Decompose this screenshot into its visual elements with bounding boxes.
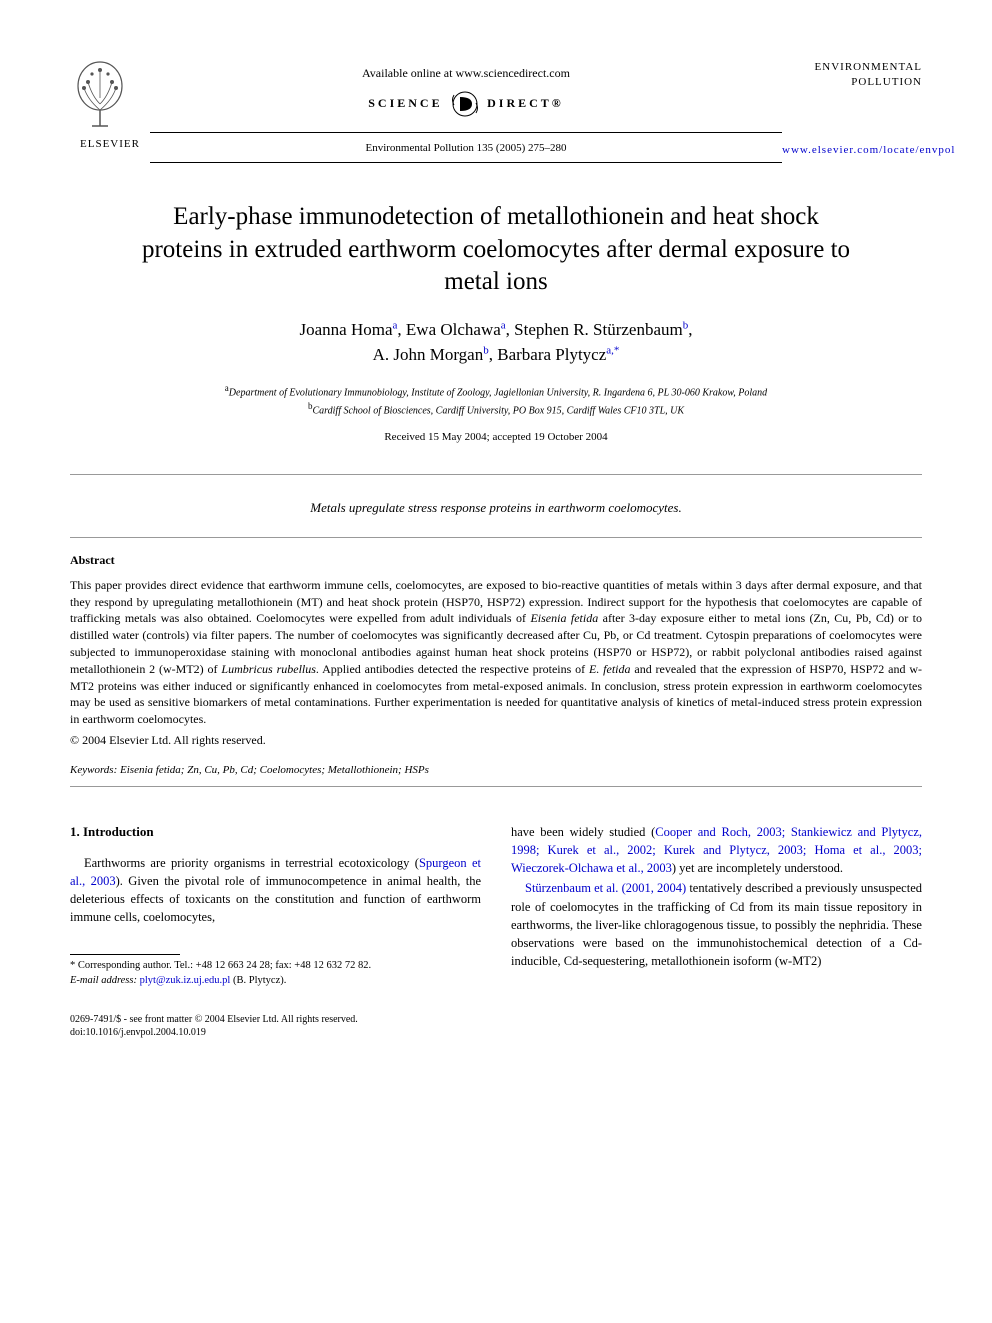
sd-left: SCIENCE [368,96,442,110]
abstract-heading: Abstract [70,552,922,569]
elsevier-label: ELSEVIER [70,137,150,152]
article-title: Early-phase immunodetection of metalloth… [130,201,862,299]
keywords-line: Keywords: Eisenia fetida; Zn, Cu, Pb, Cd… [70,763,922,778]
species-name: Eisenia fetida [530,611,598,625]
sep: , Stephen R. Stürzenbaum [506,320,683,339]
header-rule-bottom [150,162,782,163]
elsevier-logo-block: ELSEVIER [70,60,150,153]
left-column: 1. Introduction Earthworms are priority … [70,823,481,989]
journal-reference: Environmental Pollution 135 (2005) 275–2… [150,141,782,156]
corresponding-mark[interactable]: * [614,345,620,357]
intro-paragraph: Stürzenbaum et al. (2001, 2004) tentativ… [511,879,922,970]
author-5-aff[interactable]: a, [606,345,614,357]
divider [70,786,922,787]
intro-text: ) yet are incompletely understood. [672,861,843,875]
divider [70,474,922,475]
elsevier-tree-icon [70,60,130,130]
author-1: Joanna Homa [300,320,393,339]
intro-text: ). Given the pivotal role of immunocompe… [70,874,481,924]
abstract-text: . Applied antibodies detected the respec… [316,662,589,676]
email-label: E-mail address: [70,975,137,986]
body-columns: 1. Introduction Earthworms are priority … [70,823,922,989]
footer-block: 0269-7491/$ - see front matter © 2004 El… [70,1013,922,1039]
species-name: E. fetida [589,662,631,676]
sep: , Barbara Plytycz [489,345,607,364]
journal-name-line1: ENVIRONMENTAL [782,60,922,75]
journal-url[interactable]: www.elsevier.com/locate/envpol [782,143,922,158]
intro-paragraph: have been widely studied (Cooper and Roc… [511,823,922,877]
sciencedirect-d-icon [448,90,482,118]
center-header: Available online at www.sciencedirect.co… [150,60,782,171]
header-rule-top [150,132,782,133]
sep: , Ewa Olchawa [397,320,500,339]
affiliation-a: Department of Evolutionary Immunobiology… [229,387,767,398]
affiliation-b: Cardiff School of Biosciences, Cardiff U… [312,405,684,416]
keywords-label: Keywords: [70,764,117,776]
email-name: (B. Plytycz). [230,975,286,986]
citation-link[interactable]: Stürzenbaum et al. (2001, 2004) [525,881,686,895]
footnote-rule [70,954,180,955]
intro-text: Earthworms are priority organisms in ter… [84,856,419,870]
email-link[interactable]: plyt@zuk.iz.uj.edu.pl [140,975,231,986]
available-online-text: Available online at www.sciencedirect.co… [150,65,782,82]
authors-block: Joanna Homaa, Ewa Olchawaa, Stephen R. S… [70,317,922,368]
affiliations-block: aDepartment of Evolutionary Immunobiolog… [70,382,922,419]
corresponding-footnote: * Corresponding author. Tel.: +48 12 663… [70,959,481,974]
species-name: Lumbricus rubellus [221,662,316,676]
copyright-line: © 2004 Elsevier Ltd. All rights reserved… [70,732,922,749]
journal-title-block: ENVIRONMENTAL POLLUTION www.elsevier.com… [782,60,922,158]
intro-paragraph: Earthworms are priority organisms in ter… [70,854,481,927]
sep: , [688,320,692,339]
sd-right: DIRECT® [487,96,564,110]
issn-line: 0269-7491/$ - see front matter © 2004 El… [70,1013,922,1026]
keywords-values: Eisenia fetida; Zn, Cu, Pb, Cd; Coelomoc… [117,764,429,776]
highlight-statement: Metals upregulate stress response protei… [70,499,922,517]
author-4: A. John Morgan [373,345,484,364]
doi-line: doi:10.1016/j.envpol.2004.10.019 [70,1026,922,1039]
divider [70,537,922,538]
intro-text: have been widely studied ( [511,825,655,839]
page-header: ELSEVIER Available online at www.science… [70,60,922,171]
email-footnote: E-mail address: plyt@zuk.iz.uj.edu.pl (B… [70,974,481,989]
article-dates: Received 15 May 2004; accepted 19 Octobe… [70,430,922,445]
abstract-body: This paper provides direct evidence that… [70,577,922,728]
right-column: have been widely studied (Cooper and Roc… [511,823,922,989]
intro-heading: 1. Introduction [70,823,481,842]
science-direct-logo: SCIENCE DIRECT® [150,90,782,118]
journal-name-line2: POLLUTION [782,75,922,90]
